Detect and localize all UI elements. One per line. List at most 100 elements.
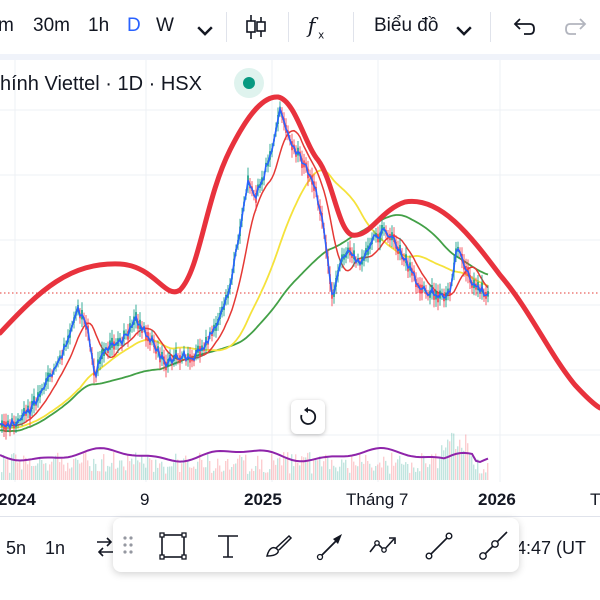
volume-ma-line xyxy=(0,446,489,464)
volume-bar xyxy=(289,473,291,480)
compare-arrows-icon[interactable] xyxy=(94,534,116,560)
volume-bar xyxy=(37,463,39,480)
market-status-badge[interactable] xyxy=(234,68,264,98)
volume-bar xyxy=(457,446,459,480)
volume-bar xyxy=(233,464,235,480)
volume-bar xyxy=(443,450,445,480)
chevron-down-icon[interactable] xyxy=(190,15,220,45)
volume-bar xyxy=(361,461,363,480)
text-icon[interactable] xyxy=(212,530,244,562)
price-line xyxy=(0,105,489,431)
volume-bar xyxy=(199,452,201,480)
redo-icon[interactable] xyxy=(562,12,592,42)
volume-bar xyxy=(277,458,279,480)
ma-short-line xyxy=(0,129,489,427)
volume-bar xyxy=(477,459,479,480)
volume-bar xyxy=(15,454,17,480)
chart-layout-button[interactable]: Biểu đồ xyxy=(374,15,439,36)
price-chart[interactable]: hính Viettel · 1D · HSX xyxy=(0,60,600,515)
volume-bar xyxy=(41,460,43,480)
volume-bar xyxy=(3,454,5,480)
volume-bar xyxy=(451,432,453,480)
volume-bar xyxy=(89,466,91,480)
rectangle-icon[interactable] xyxy=(157,530,189,562)
volume-bar xyxy=(225,461,227,480)
volume-bar xyxy=(191,467,193,480)
volume-bar xyxy=(77,459,79,480)
volume-bar xyxy=(171,466,173,480)
path-icon[interactable] xyxy=(367,530,399,562)
volume-bar xyxy=(181,463,183,480)
range-5n-button[interactable]: 5n xyxy=(6,538,27,558)
reset-chart-button[interactable] xyxy=(291,400,325,434)
volume-bar xyxy=(103,454,105,480)
volume-bar xyxy=(13,453,15,480)
volume-bar xyxy=(31,466,33,480)
trendline-icon[interactable] xyxy=(423,530,455,562)
volume-bar xyxy=(259,469,261,480)
volume-bar xyxy=(347,468,349,480)
volume-bar xyxy=(219,465,221,480)
ray-icon[interactable] xyxy=(477,530,509,562)
volume-bar xyxy=(109,466,111,480)
volume-bar xyxy=(269,469,271,480)
volume-bar xyxy=(213,470,215,480)
volume-bar xyxy=(363,463,365,480)
volume-bar xyxy=(25,457,27,480)
volume-bar xyxy=(119,460,121,480)
volume-bar xyxy=(79,463,81,480)
volume-bar xyxy=(419,471,421,480)
volume-bar xyxy=(157,467,159,480)
drag-handle-icon[interactable] xyxy=(121,534,135,556)
volume-bar xyxy=(317,460,319,480)
volume-bar xyxy=(115,468,117,480)
volume-bar xyxy=(365,454,367,480)
volume-bar xyxy=(409,472,411,480)
volume-bar xyxy=(299,465,301,480)
chevron-down-icon[interactable] xyxy=(449,15,479,45)
volume-bar xyxy=(19,461,21,480)
volume-bar xyxy=(329,469,331,480)
volume-bar xyxy=(121,460,123,480)
volume-bar xyxy=(311,473,313,480)
volume-bar xyxy=(445,447,447,480)
interval-m-button[interactable]: m xyxy=(0,15,14,36)
volume-bar xyxy=(247,473,249,480)
volume-bar xyxy=(295,454,297,480)
volume-bar xyxy=(447,439,449,480)
function-fx-icon[interactable]: f x xyxy=(304,12,334,42)
volume-bar xyxy=(95,463,97,480)
volume-bar xyxy=(483,469,485,480)
volume-bar xyxy=(473,464,475,480)
arrow-icon[interactable] xyxy=(315,530,347,562)
range-1n-button[interactable]: 1n xyxy=(45,538,66,558)
interval-30m-button[interactable]: 30m xyxy=(33,15,70,36)
interval-w-button[interactable]: W xyxy=(156,15,174,36)
volume-bar xyxy=(43,463,45,480)
clock-timezone[interactable]: 4:47 (UT xyxy=(516,538,587,558)
volume-bar xyxy=(189,467,191,480)
volume-bar xyxy=(133,464,135,480)
interval-d-button[interactable]: D xyxy=(127,15,141,36)
volume-bar xyxy=(235,463,237,480)
symbol-title[interactable]: hính Viettel · 1D · HSX xyxy=(0,73,202,95)
volume-bar xyxy=(279,457,281,480)
interval-1h-button[interactable]: 1h xyxy=(88,15,110,36)
undo-icon[interactable] xyxy=(508,12,538,42)
volume-bar xyxy=(205,467,207,480)
brush-icon[interactable] xyxy=(263,530,295,562)
candlestick-icon[interactable] xyxy=(241,12,271,42)
volume-bar xyxy=(265,472,267,480)
volume-bar xyxy=(415,471,417,480)
volume-bar xyxy=(399,455,401,480)
drawing-toolbar xyxy=(113,518,519,572)
volume-bar xyxy=(197,461,199,480)
volume-bar xyxy=(211,472,213,480)
volume-bar xyxy=(51,461,53,480)
time-axis[interactable]: 2024 9 2025 Tháng 7 2026 T xyxy=(0,482,600,516)
volume-bar xyxy=(339,466,341,480)
volume-bar xyxy=(65,471,67,480)
volume-bar xyxy=(169,466,171,480)
volume-bar xyxy=(405,462,407,480)
volume-bar xyxy=(83,453,85,480)
